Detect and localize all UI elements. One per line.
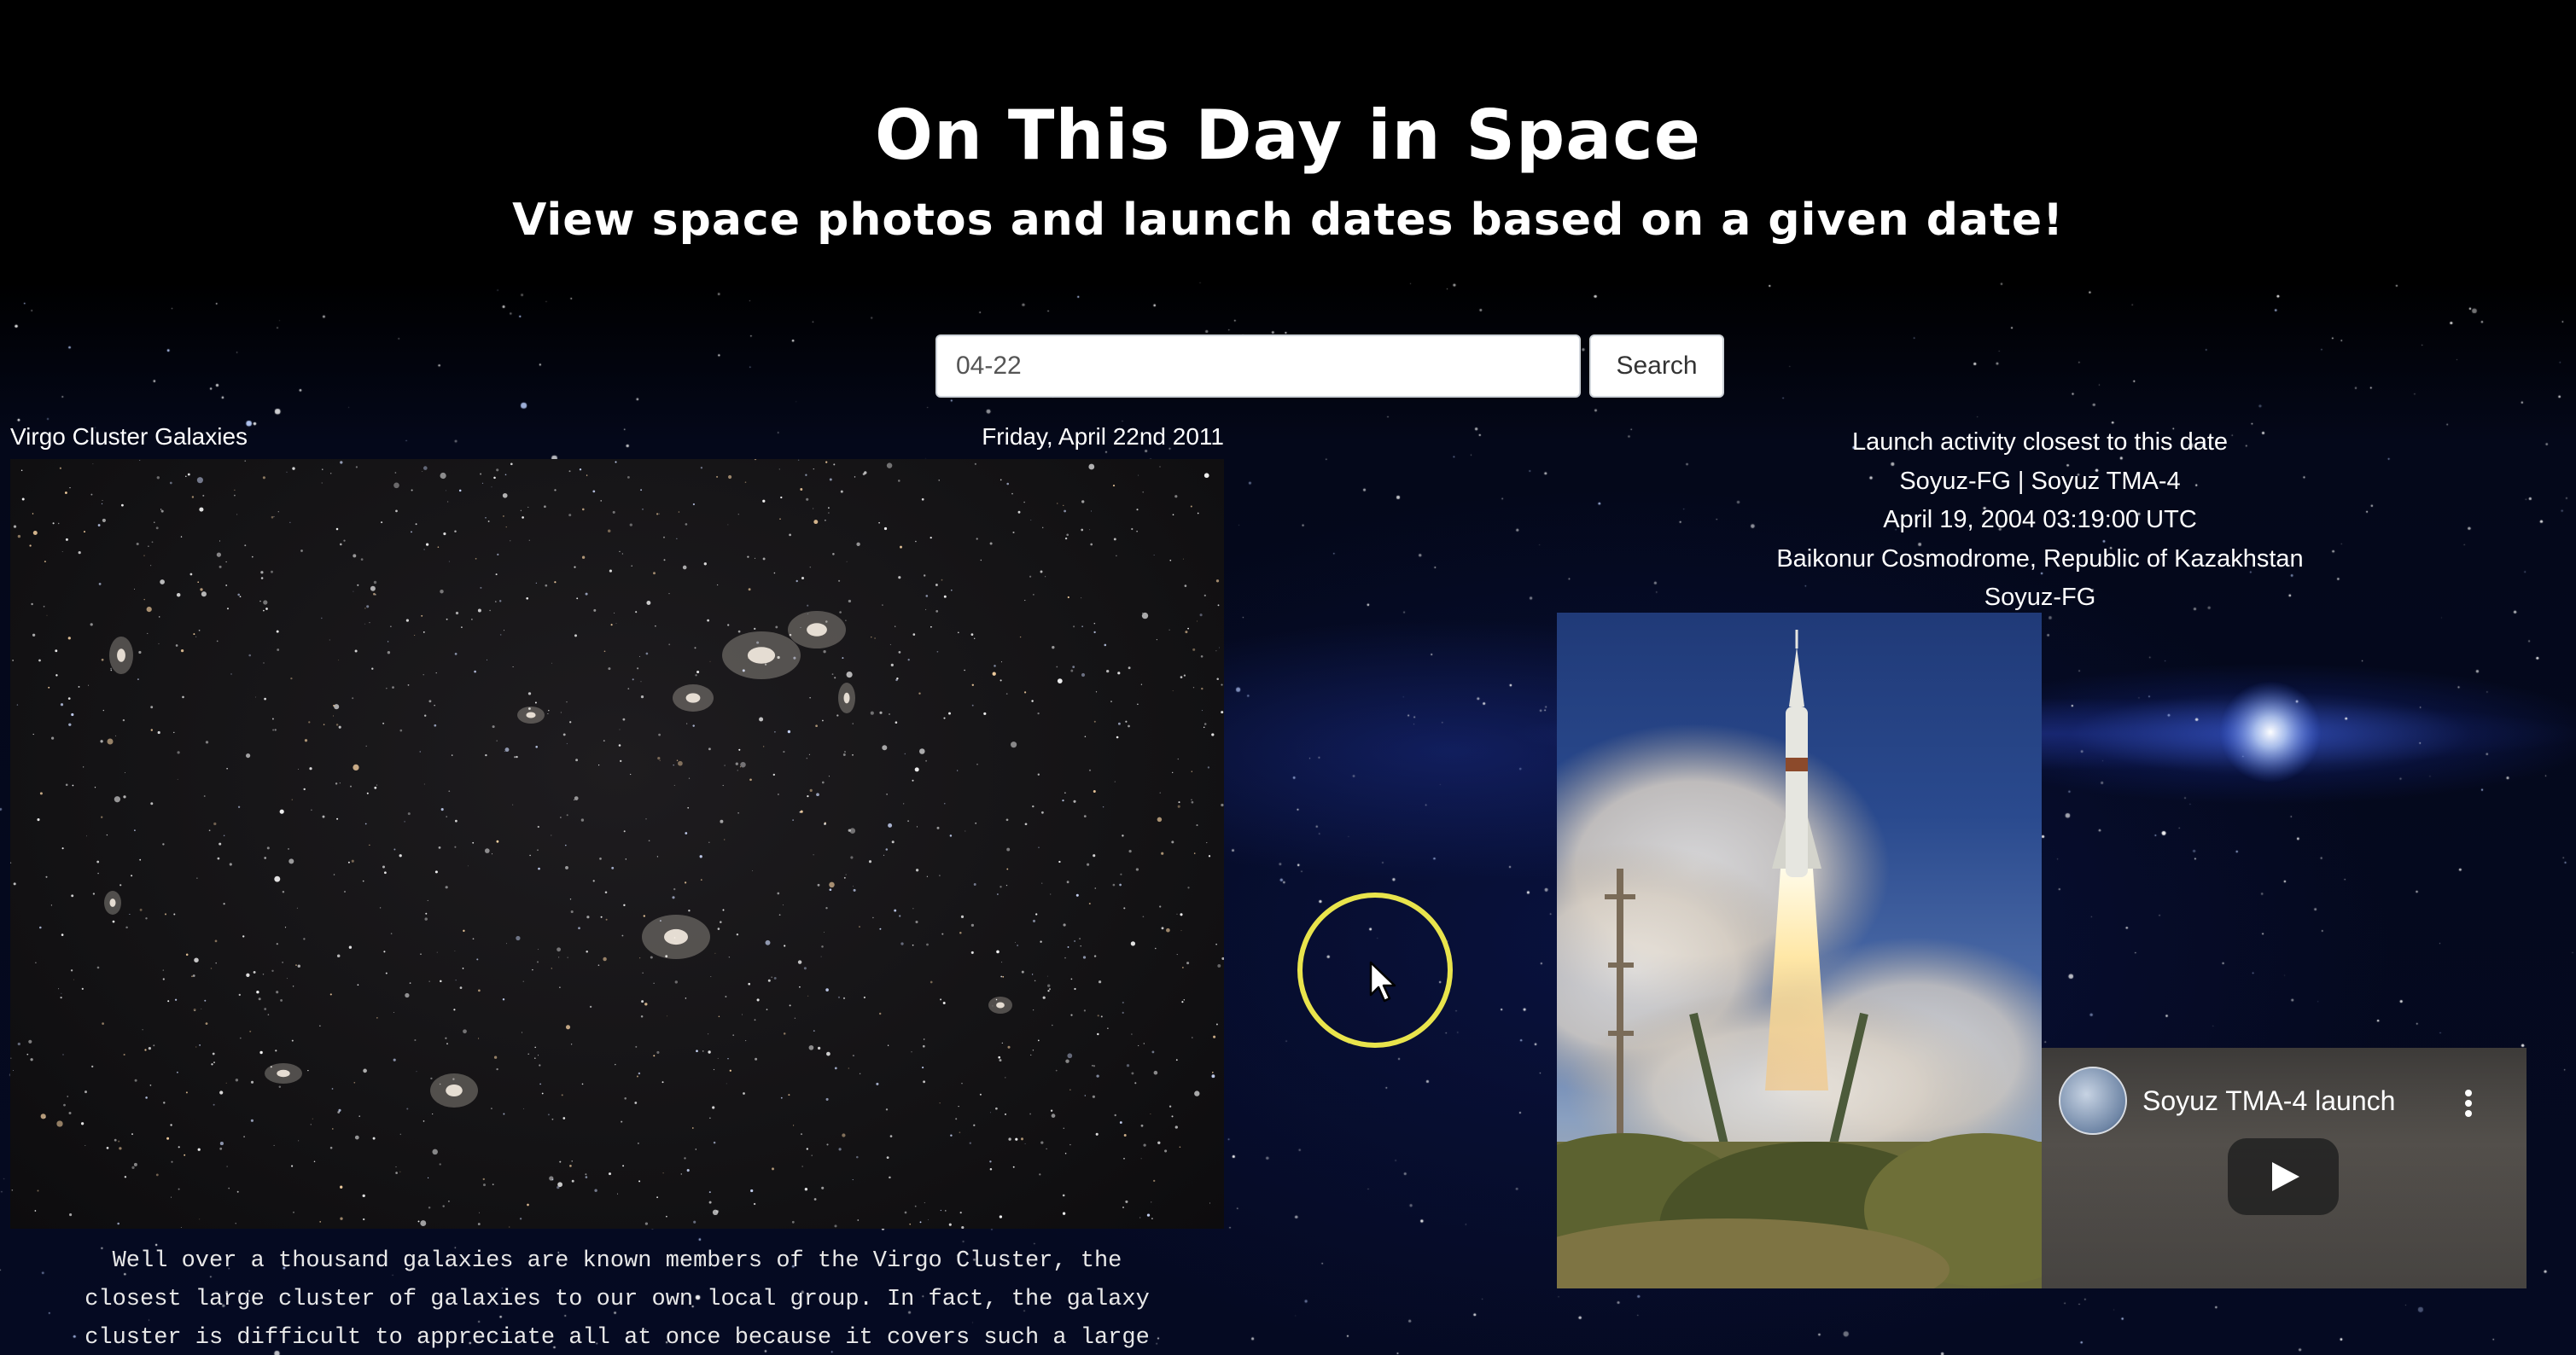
- play-icon[interactable]: [2228, 1138, 2339, 1215]
- launch-datetime: April 19, 2004 03:19:00 UTC: [1883, 506, 2197, 533]
- launch-name: Soyuz-FG | Soyuz TMA-4: [1899, 467, 2181, 495]
- launch-info: Launch activity closest to this date Soy…: [1664, 423, 2416, 618]
- apod-explanation: Well over a thousand galaxies are known …: [85, 1248, 1150, 1351]
- page-title: On This Day in Space: [875, 96, 1701, 175]
- mouse-pointer-icon: [1369, 961, 1396, 1003]
- kebab-menu-icon[interactable]: [2458, 1087, 2479, 1121]
- date-search-input[interactable]: [935, 334, 1581, 398]
- page-subtitle: View space photos and launch dates based…: [512, 195, 2064, 246]
- apod-title: Virgo Cluster Galaxies: [10, 423, 248, 450]
- cursor-highlight-ring: [1297, 893, 1453, 1048]
- launch-photo: [1557, 613, 2042, 1288]
- search-button[interactable]: Search: [1589, 334, 1724, 398]
- apod-date: Friday, April 22nd 2011: [982, 423, 1224, 450]
- launch-rocket: Soyuz-FG: [1984, 584, 2096, 611]
- launch-location: Baikonur Cosmodrome, Republic of Kazakhs…: [1776, 544, 2304, 573]
- video-title[interactable]: Soyuz TMA-4 launch: [2142, 1085, 2396, 1116]
- launch-heading: Launch activity closest to this date: [1851, 428, 2229, 456]
- channel-avatar-icon[interactable]: [2059, 1067, 2127, 1135]
- apod-photo: [10, 459, 1224, 1229]
